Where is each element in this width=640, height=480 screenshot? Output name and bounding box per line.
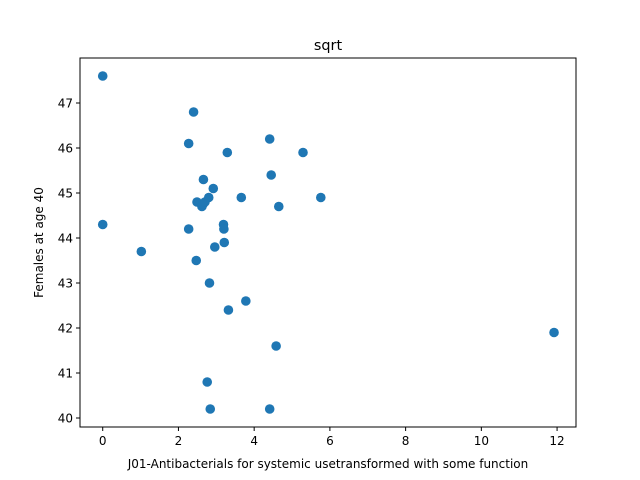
x-axis-label: J01-Antibacterials for systemic usetrans… — [127, 457, 529, 471]
data-point-6 — [191, 255, 202, 266]
y-tick-label-4: 44 — [58, 231, 73, 245]
y-tick-label-1: 41 — [58, 366, 73, 380]
data-point-15 — [205, 404, 216, 414]
data-point-20 — [219, 237, 230, 248]
data-point-10 — [198, 174, 209, 185]
x-tick-label-4: 8 — [402, 434, 410, 448]
y-tick-label-6: 46 — [58, 141, 73, 155]
y-tick-label-2: 42 — [58, 321, 73, 335]
y-axis-ticks: 40 41 42 43 44 45 46 47 — [58, 96, 80, 425]
data-point-32 — [549, 327, 559, 338]
data-point-27 — [266, 170, 277, 180]
data-point-4 — [183, 224, 194, 234]
x-tick-label-6: 12 — [549, 434, 564, 448]
data-point-16 — [208, 183, 219, 194]
y-tick-label-0: 40 — [58, 411, 73, 425]
chart-title: sqrt — [314, 38, 343, 54]
data-point-19 — [219, 224, 229, 234]
points-layer — [97, 71, 559, 414]
x-tick-label-1: 2 — [175, 434, 183, 448]
y-tick-label-7: 47 — [58, 96, 73, 110]
x-tick-label-0: 0 — [99, 434, 107, 448]
data-point-24 — [241, 296, 251, 306]
data-point-14 — [204, 278, 215, 288]
data-point-0 — [97, 71, 108, 81]
x-tick-label-2: 4 — [250, 434, 258, 448]
data-point-12 — [202, 377, 213, 387]
data-point-30 — [298, 147, 308, 158]
data-point-17 — [209, 242, 220, 252]
x-tick-label-5: 10 — [474, 434, 489, 448]
plot-frame — [79, 57, 577, 428]
data-point-29 — [273, 201, 284, 212]
y-tick-label-3: 43 — [58, 276, 73, 290]
x-axis-ticks: 0 2 4 6 8 10 12 — [99, 427, 565, 448]
data-point-23 — [236, 192, 247, 203]
data-point-22 — [223, 305, 234, 315]
data-point-26 — [264, 404, 275, 414]
x-tick-label-3: 6 — [326, 434, 334, 448]
data-point-31 — [316, 192, 326, 203]
data-point-28 — [271, 341, 281, 351]
data-point-2 — [136, 246, 147, 257]
y-tick-label-5: 45 — [58, 186, 73, 200]
data-point-13 — [203, 192, 214, 203]
data-point-1 — [97, 219, 108, 230]
data-point-25 — [264, 134, 275, 144]
data-point-21 — [222, 147, 233, 158]
data-point-3 — [183, 138, 194, 149]
y-axis-label: Females at age 40 — [32, 187, 46, 298]
data-point-5 — [188, 107, 199, 117]
